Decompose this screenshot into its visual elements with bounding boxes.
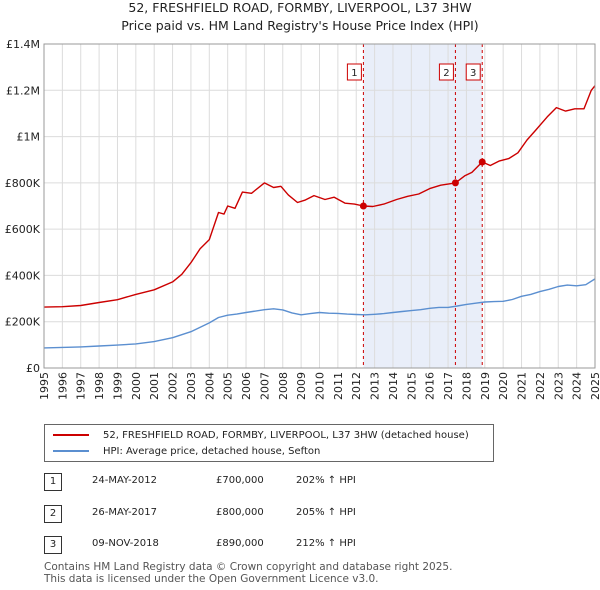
x-tick-label: 2001 [148,372,161,400]
x-tick-label: 1997 [75,372,88,400]
legend-label-property: 52, FRESHFIELD ROAD, FORMBY, LIVERPOOL, … [103,429,469,441]
x-tick-label: 2009 [295,372,308,400]
legend-item-property: 52, FRESHFIELD ROAD, FORMBY, LIVERPOOL, … [53,427,469,443]
x-tick-label: 2013 [369,372,382,400]
x-tick-label: 2002 [167,372,180,400]
sale-hpi-change: 205% ↑ HPI [296,507,356,518]
x-tick-label: 2018 [460,372,473,400]
y-tick-label: £1.4M [6,38,40,51]
legend-swatch-hpi [53,450,89,452]
x-tick-label: 2008 [277,372,290,400]
x-tick-label: 2005 [222,372,235,400]
x-tick-label: 1998 [93,372,106,400]
sale-label-box [346,63,362,81]
x-tick-label: 2020 [497,372,510,400]
sale-period-shade [363,44,483,368]
sale-row: 3 09-NOV-2018 £890,000 212% ↑ HPI [44,536,444,556]
x-tick-label: 2011 [332,372,345,400]
x-tick-label: 2023 [552,372,565,400]
sale-date: 26-MAY-2017 [92,507,158,518]
x-tick-label: 1996 [56,372,69,400]
sale-price: £890,000 [216,538,264,549]
x-tick-label: 2022 [534,372,547,400]
x-tick-label: 2019 [479,372,492,400]
sale-price: £700,000 [216,475,264,486]
x-tick-label: 2012 [350,372,363,400]
y-tick-label: £0 [26,362,40,375]
sale-point [451,179,459,187]
price-chart: 1 2 3 £0 £200K £400K £600K £800K £1M £1.2M £1.4M 19… [5,38,600,400]
sale-number-box: 1 [44,473,62,491]
x-tick-label: 2014 [387,372,400,400]
legend-label-hpi: HPI: Average price, detached house, Seft… [103,445,321,457]
sale-date: 09-NOV-2018 [92,538,159,549]
x-tick-label: 2000 [130,372,143,400]
chart-subtitle: Price paid vs. HM Land Registry's House … [121,18,479,33]
x-tick-label: 2017 [442,372,455,400]
sale-label-number: 3 [470,68,476,79]
y-tick-label: £400K [5,269,41,282]
x-tick-label: 2003 [185,372,198,400]
plot-frame [43,43,596,369]
sale-label-box [438,63,454,81]
y-tick-label: £800K [5,177,41,190]
x-tick-label: 2015 [405,372,418,400]
property-price-line [43,85,596,308]
sale-point [478,158,486,166]
sale-number-box: 2 [44,505,62,523]
footer-copyright: Contains HM Land Registry data © Crown c… [44,561,453,573]
x-tick-label: 2006 [240,372,253,400]
x-tick-label: 2007 [258,372,271,400]
x-tick-label: 2016 [424,372,437,400]
y-tick-label: £200K [5,316,41,329]
x-tick-label: 2004 [203,372,216,400]
legend: 52, FRESHFIELD ROAD, FORMBY, LIVERPOOL, … [44,424,494,462]
sale-price: £800,000 [216,507,264,518]
sale-point [359,202,367,210]
sale-label-number: 1 [351,68,357,79]
sale-hpi-change: 212% ↑ HPI [296,538,356,549]
sale-hpi-change: 202% ↑ HPI [296,475,356,486]
x-tick-label: 2024 [571,372,584,400]
chart-title: 52, FRESHFIELD ROAD, FORMBY, LIVERPOOL, … [128,0,472,15]
sale-label-number: 2 [443,68,449,79]
legend-item-hpi: HPI: Average price, detached house, Seft… [53,443,320,459]
x-tick-label: 1999 [111,372,124,400]
sale-date: 24-MAY-2012 [92,475,158,486]
sale-row: 2 26-MAY-2017 £800,000 205% ↑ HPI [44,505,444,525]
y-tick-label: £1M [17,131,41,144]
x-tick-label: 2025 [589,372,600,400]
x-tick-label: 2010 [314,372,327,400]
y-tick-label: £1.2M [6,84,40,97]
footer-licence: This data is licensed under the Open Gov… [44,573,379,585]
y-tick-label: £600K [5,223,41,236]
sale-number-box: 3 [44,536,62,554]
hpi-line [43,278,596,349]
x-tick-label: 1995 [38,372,51,400]
x-tick-label: 2021 [516,372,529,400]
sale-label-box [465,63,481,81]
legend-swatch-property [53,434,89,436]
sale-row: 1 24-MAY-2012 £700,000 202% ↑ HPI [44,473,444,493]
